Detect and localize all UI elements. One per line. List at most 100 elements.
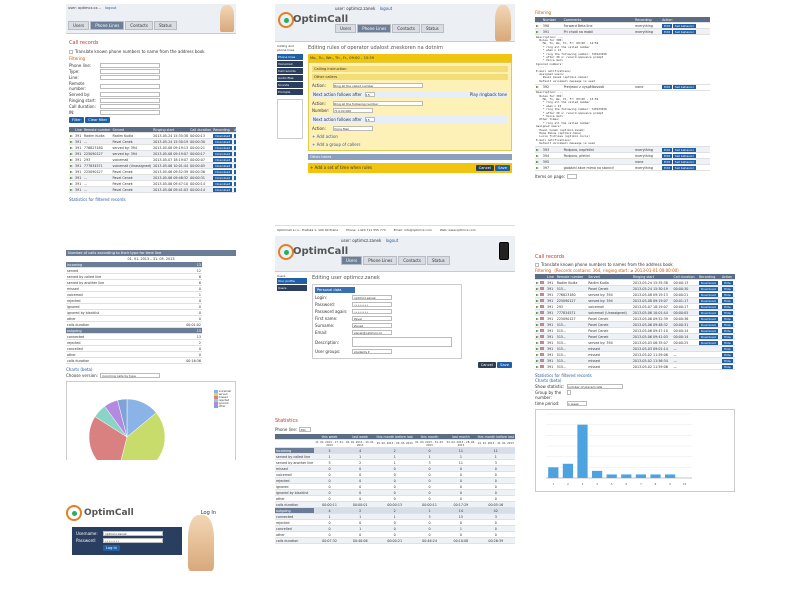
hide-button[interactable]: Hide <box>721 358 733 363</box>
logout-link[interactable]: logout <box>385 238 399 243</box>
play-icon[interactable] <box>536 299 539 302</box>
set-behavior-button[interactable]: Set behavior <box>672 85 696 90</box>
sidebar-item[interactable]: Voicemail <box>277 61 303 67</box>
field-input[interactable]: •••••••• <box>352 302 392 307</box>
filter-button[interactable]: Filter <box>69 117 84 123</box>
set-behavior-button[interactable]: Set behavior <box>672 159 696 164</box>
save-button[interactable]: Save <box>497 362 512 368</box>
hide-button[interactable]: Hide <box>234 145 236 150</box>
filter-input[interactable] <box>100 104 160 109</box>
hide-button[interactable]: Hide <box>721 346 733 351</box>
action-3-select[interactable]: Voice Mail <box>333 126 373 131</box>
sidebar-item[interactable]: Audio files <box>277 75 303 81</box>
download-button[interactable]: Download <box>698 322 718 327</box>
password-input[interactable]: •••••••• <box>103 538 163 543</box>
download-button[interactable]: Download <box>213 139 233 144</box>
logout-link[interactable]: logout <box>104 6 117 10</box>
filter-input[interactable] <box>100 83 160 89</box>
play-icon[interactable] <box>536 353 539 356</box>
sidebar-item[interactable]: Prompts <box>277 89 303 95</box>
login-button[interactable]: Log In <box>103 545 120 551</box>
cancel-button[interactable]: Cancel <box>477 362 496 368</box>
add-time-bar[interactable]: + Add a set of time when rules Cancel Sa… <box>308 163 512 173</box>
expand-icon[interactable] <box>536 154 539 157</box>
phone-line-select[interactable]: 391 <box>299 427 312 432</box>
filter-input[interactable] <box>100 69 160 74</box>
expand-icon[interactable] <box>536 148 539 151</box>
download-button[interactable]: Download <box>698 310 718 315</box>
hide-button[interactable]: Hide <box>721 292 733 297</box>
play-icon[interactable] <box>536 329 539 332</box>
cancel-button[interactable]: Cancel <box>475 165 494 171</box>
hide-button[interactable]: Hide <box>234 133 236 138</box>
sidebar-item[interactable]: Sounds <box>277 82 303 88</box>
play-icon[interactable] <box>536 335 539 338</box>
play-icon[interactable] <box>70 182 73 185</box>
hide-button[interactable]: Hide <box>234 181 236 186</box>
filter-input[interactable] <box>100 98 160 103</box>
filter-input[interactable] <box>100 110 160 115</box>
edit-button[interactable]: Edit <box>662 165 672 170</box>
sidebar-item[interactable]: Call records <box>277 68 303 74</box>
set-behavior-button[interactable]: Set behavior <box>672 29 696 34</box>
hide-button[interactable]: Hide <box>721 340 733 345</box>
hide-button[interactable]: Hide <box>721 280 733 285</box>
field-input[interactable]: optimcz.zanek <box>352 295 392 300</box>
expand-icon[interactable] <box>536 160 539 163</box>
hide-button[interactable]: Hide <box>721 322 733 327</box>
hide-button[interactable]: Hide <box>721 364 733 369</box>
download-button[interactable]: Download <box>698 340 718 345</box>
play-icon[interactable] <box>536 281 539 284</box>
set-behavior-button[interactable]: Set behavior <box>672 153 696 158</box>
download-button[interactable]: Download <box>698 316 718 321</box>
footer-web[interactable]: Web: www.optimcz.com <box>439 228 476 232</box>
hide-button[interactable]: Hide <box>721 316 733 321</box>
tab-users[interactable]: Users <box>68 21 90 30</box>
download-button[interactable]: Download <box>213 163 233 168</box>
play-icon[interactable] <box>536 305 539 308</box>
expand-icon[interactable] <box>536 30 539 33</box>
show-statistic-select[interactable]: number of placed calls <box>567 384 623 389</box>
download-button[interactable]: Download <box>698 298 718 303</box>
download-button[interactable]: Download <box>698 334 718 339</box>
hide-button[interactable]: Hide <box>234 139 236 144</box>
download-button[interactable]: Download <box>698 328 718 333</box>
play-icon[interactable] <box>536 359 539 362</box>
footer-email[interactable]: Email: info@optimcz.com <box>393 228 432 232</box>
tab-phone-lines[interactable]: Phone Lines <box>357 24 392 33</box>
play-icon[interactable] <box>70 158 73 161</box>
tab-status[interactable]: Status <box>153 21 177 30</box>
field-input[interactable]: Pavel <box>352 316 392 321</box>
hide-button[interactable]: Hide <box>721 328 733 333</box>
tab-contacts[interactable]: Contacts <box>392 24 420 33</box>
number-input[interactable]: 714 00 000 <box>333 108 373 113</box>
set-behavior-button[interactable]: Set behavior <box>672 23 696 28</box>
hide-button[interactable]: Hide <box>721 304 733 309</box>
download-button[interactable]: Download <box>698 280 718 285</box>
tab-phone-lines[interactable]: Phone Lines <box>363 256 398 265</box>
hide-button[interactable]: Hide <box>721 352 733 357</box>
sidebar-item[interactable]: Your profile <box>277 278 307 284</box>
tab-status[interactable]: Status <box>426 256 450 265</box>
download-button[interactable]: Download <box>698 304 718 309</box>
items-on-page-select[interactable] <box>567 174 578 180</box>
action-2-select[interactable]: Ring all the following number <box>333 101 423 106</box>
download-button[interactable]: Download <box>213 145 233 150</box>
charts-link[interactable]: Charts (beta) <box>66 367 93 372</box>
tab-contacts[interactable]: Contacts <box>398 256 426 265</box>
play-icon[interactable] <box>70 170 73 173</box>
edit-button[interactable]: Edit <box>662 159 672 164</box>
play-icon[interactable] <box>536 365 539 368</box>
add-group-link[interactable]: + Add a group of callers <box>312 142 361 147</box>
field-input[interactable]: zanek@optimcz.cz <box>352 330 392 335</box>
download-button[interactable]: Download <box>213 169 233 174</box>
download-button[interactable]: Download <box>213 157 233 162</box>
hide-button[interactable]: Hide <box>234 175 236 180</box>
set-behavior-button[interactable]: Set behavior <box>672 165 696 170</box>
play-icon[interactable] <box>70 176 73 179</box>
tab-users[interactable]: Users <box>335 24 357 33</box>
download-button[interactable]: Download <box>213 151 233 156</box>
stats-link[interactable]: Statistics for filtered records <box>535 373 592 378</box>
clear-filter-button[interactable]: Clear filter <box>85 117 111 123</box>
download-button[interactable]: Download <box>213 181 233 186</box>
